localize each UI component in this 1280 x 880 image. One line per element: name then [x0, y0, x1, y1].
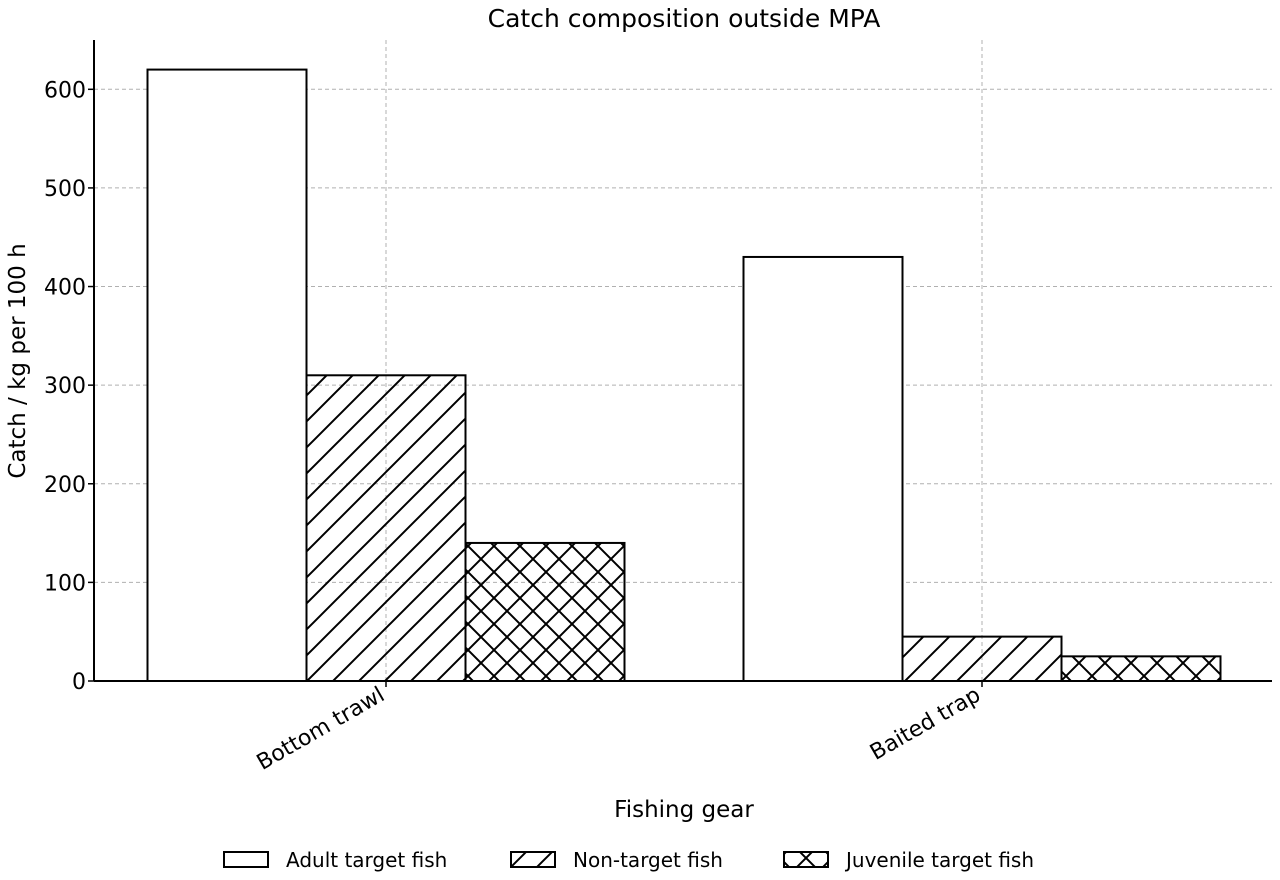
x-tick-label: Baited trap	[866, 683, 985, 766]
y-tick-label: 400	[44, 276, 86, 301]
bar	[305, 374, 467, 682]
y-tick-label: 300	[44, 374, 86, 399]
legend-label: Juvenile target fish	[844, 848, 1034, 872]
legend: Adult target fish Non-target fish Juvenile…	[223, 848, 1034, 872]
legend-swatch	[510, 851, 556, 868]
legend-swatch	[223, 851, 269, 868]
y-tick-label: 200	[44, 473, 86, 498]
legend-swatch	[783, 851, 829, 868]
y-tick-label: 600	[44, 78, 86, 103]
legend-label: Non-target fish	[573, 848, 723, 872]
bar	[1060, 655, 1222, 682]
chart-title: Catch composition outside MPA	[488, 4, 881, 33]
legend-label: Adult target fish	[286, 848, 447, 872]
y-tick-label: 100	[44, 571, 86, 596]
y-tick-label: 500	[44, 177, 86, 202]
bar	[901, 635, 1063, 682]
x-tick-label: Bottom trawl	[253, 683, 389, 776]
y-tick-label: 0	[72, 670, 86, 695]
bars	[146, 68, 1222, 683]
y-ticks: 0 100 200 300 400 500 600	[44, 78, 94, 695]
bar	[464, 541, 626, 683]
x-ticks: Bottom trawl Baited trap	[253, 681, 985, 776]
bar	[742, 255, 904, 682]
x-axis-label: Fishing gear	[614, 797, 754, 823]
y-axis-label: Catch / kg per 100 h	[5, 243, 31, 478]
bar	[146, 68, 308, 683]
